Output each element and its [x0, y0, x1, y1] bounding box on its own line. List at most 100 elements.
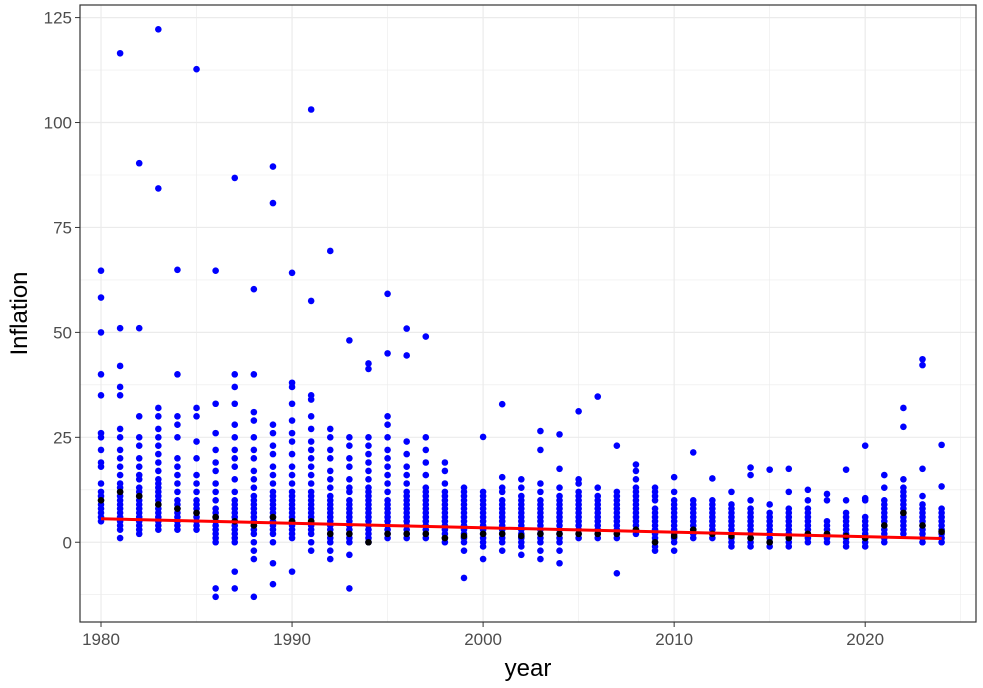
data-point — [116, 526, 124, 533]
data-point — [231, 371, 239, 378]
data-point — [919, 355, 926, 363]
data-point — [441, 480, 449, 487]
data-point — [384, 290, 391, 298]
data-point — [269, 530, 277, 538]
data-point — [193, 455, 200, 462]
data-point — [422, 434, 430, 441]
data-point — [384, 421, 391, 429]
mean-point — [880, 522, 888, 529]
data-point — [269, 471, 277, 479]
data-point — [919, 538, 926, 546]
data-point — [365, 365, 372, 373]
data-point — [269, 163, 277, 170]
data-point — [135, 475, 143, 483]
mean-point — [498, 530, 506, 538]
data-point — [97, 267, 105, 274]
data-point — [403, 480, 410, 487]
data-point — [556, 484, 563, 491]
data-point — [193, 488, 200, 496]
data-point — [193, 65, 200, 73]
data-points — [97, 26, 945, 601]
data-point — [709, 475, 716, 482]
data-point — [212, 585, 219, 592]
data-point — [556, 547, 563, 554]
mean-point — [747, 534, 754, 542]
mean-point — [346, 530, 353, 538]
data-point — [537, 446, 544, 454]
data-point — [384, 413, 391, 420]
data-point — [212, 538, 219, 546]
x-axis-title: year — [505, 655, 552, 682]
data-point — [670, 488, 678, 496]
data-point — [307, 471, 315, 479]
data-point — [250, 285, 258, 293]
data-point — [135, 434, 143, 441]
data-point — [193, 438, 200, 445]
data-point — [307, 480, 315, 487]
data-point — [288, 534, 296, 542]
data-point — [346, 463, 353, 471]
data-point — [938, 441, 945, 449]
data-point — [307, 425, 315, 433]
data-point — [231, 455, 239, 462]
data-point — [384, 480, 391, 487]
data-point — [135, 530, 143, 538]
data-point — [365, 434, 372, 441]
data-point — [326, 247, 334, 255]
data-point — [861, 496, 869, 504]
data-point — [823, 538, 831, 546]
data-point — [460, 574, 468, 582]
data-point — [842, 543, 850, 550]
trend-line-layer — [100, 517, 942, 540]
mean-point — [97, 496, 105, 504]
data-point — [269, 199, 277, 207]
data-point — [670, 547, 678, 554]
data-point — [556, 538, 563, 546]
data-point — [116, 392, 124, 399]
data-point — [250, 417, 258, 424]
mean-point — [116, 488, 124, 496]
data-point — [537, 427, 544, 435]
data-point — [212, 267, 219, 274]
data-point — [575, 480, 582, 487]
data-point — [498, 400, 506, 408]
trend-line — [100, 517, 942, 540]
data-point — [326, 555, 334, 563]
data-point — [384, 446, 391, 454]
data-point — [919, 465, 926, 473]
data-point — [498, 547, 506, 554]
data-point — [594, 393, 602, 400]
data-point — [518, 543, 525, 550]
data-point — [632, 461, 640, 468]
data-point — [288, 463, 296, 471]
data-point — [307, 463, 315, 471]
data-point — [307, 438, 315, 445]
data-point — [212, 429, 219, 437]
x-tick-label: 1990 — [273, 630, 311, 649]
data-point — [537, 547, 544, 554]
data-point — [518, 551, 525, 559]
mean-point — [900, 509, 907, 517]
data-point — [632, 467, 640, 475]
data-point — [326, 467, 334, 475]
data-point — [250, 475, 258, 483]
data-point — [326, 475, 334, 483]
data-point — [613, 570, 621, 577]
data-point — [747, 471, 754, 479]
data-point — [174, 463, 181, 471]
data-point — [556, 431, 563, 438]
data-point — [116, 49, 124, 57]
data-point — [384, 471, 391, 479]
y-tick-label: 125 — [44, 9, 72, 28]
data-point — [97, 329, 105, 336]
data-point — [269, 538, 277, 546]
data-point — [155, 404, 162, 412]
data-point — [842, 466, 850, 473]
data-point — [326, 434, 334, 441]
data-point — [346, 455, 353, 462]
mean-point — [518, 532, 525, 540]
data-point — [212, 593, 219, 601]
data-point — [441, 467, 449, 475]
data-point — [155, 459, 162, 466]
data-point — [231, 568, 239, 575]
